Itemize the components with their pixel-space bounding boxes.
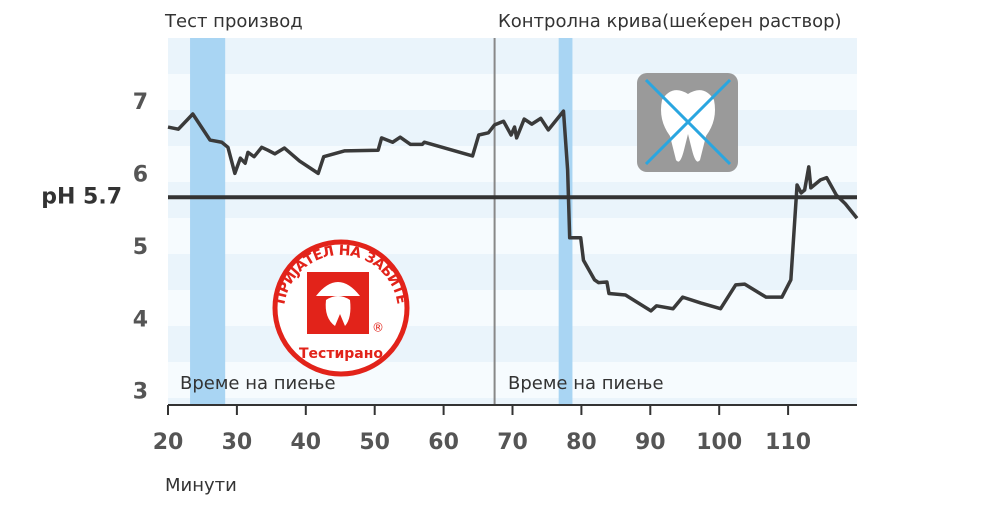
y-tick-label: 7: [133, 90, 148, 115]
x-tick-label: 50: [359, 430, 390, 455]
x-tick-label: 30: [222, 430, 253, 455]
drinking-band: [558, 38, 573, 405]
logo: ПРИЈАТЕЛ НА ЗАБИТЕ ® Тестирано: [272, 239, 410, 377]
section-label: Контролна крива(шеќерен раствор): [498, 11, 842, 32]
x-tick-label: 80: [566, 430, 597, 455]
x-tick-label: 100: [696, 430, 742, 455]
x-tick-label: 40: [290, 430, 321, 455]
y-tick-label: 4: [133, 307, 148, 332]
x-tick-label: 90: [635, 430, 666, 455]
x-tick-label: 20: [153, 430, 184, 455]
logo-text: Тестирано: [299, 346, 383, 362]
logo-mark: ®: [372, 321, 384, 335]
x-axis-label: Минути: [165, 475, 237, 496]
x-tick-label: 70: [497, 430, 528, 455]
x-tick-label: 60: [428, 430, 459, 455]
reference-label: pH 5.7: [41, 184, 122, 209]
x-tick-label: 110: [765, 430, 811, 455]
y-tick-label: 5: [133, 235, 148, 260]
section-label: Тест производ: [164, 11, 303, 32]
data-line: [167, 109, 859, 313]
plot-background: [168, 38, 857, 405]
drinking-band: [190, 38, 226, 405]
y-tick-label: 3: [133, 380, 148, 405]
no-sugar-icon: [637, 73, 738, 172]
y-tick-label: 6: [133, 163, 148, 188]
band-label: Време на пиење: [180, 373, 336, 394]
band-label: Време на пиење: [508, 373, 664, 394]
